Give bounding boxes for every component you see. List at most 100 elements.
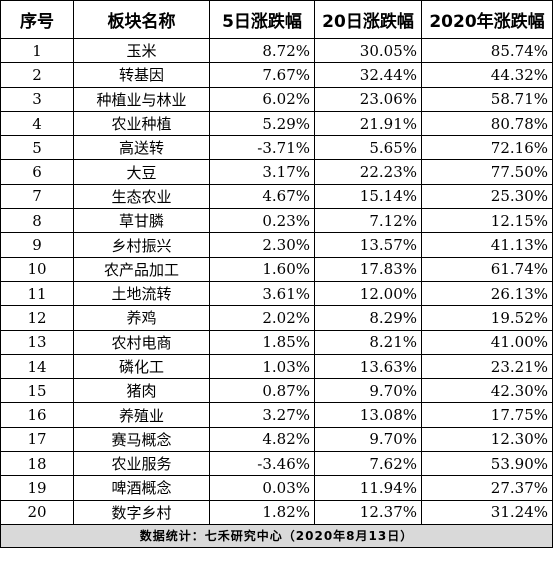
sector-name: 农业服务 <box>73 451 210 477</box>
change-2020: 61.74% <box>421 256 553 282</box>
change-2020: 42.30% <box>421 378 553 404</box>
sector-name: 大豆 <box>73 159 210 185</box>
change-20day: 8.21% <box>314 329 422 355</box>
table-row: 17 赛马概念 4.82% 9.70% 12.30% <box>0 426 553 453</box>
sector-name: 高送转 <box>73 135 210 161</box>
change-20day: 11.94% <box>314 475 422 501</box>
table-row: 15 猪肉 0.87% 9.70% 42.30% <box>0 378 553 404</box>
sector-name: 玉米 <box>73 37 210 64</box>
row-index: 7 <box>0 183 74 210</box>
change-20day: 9.70% <box>314 426 422 453</box>
sector-name: 养殖业 <box>73 402 210 428</box>
table-row: 19 啤酒概念 0.03% 11.94% 27.37% <box>0 475 553 501</box>
change-20day: 32.44% <box>314 62 422 88</box>
change-20day: 7.62% <box>314 451 422 477</box>
row-index: 13 <box>0 329 74 355</box>
sector-name: 转基因 <box>73 62 210 88</box>
table-row: 18 农业服务 -3.46% 7.62% 53.90% <box>0 451 553 477</box>
row-index: 19 <box>0 475 74 501</box>
table-row: 3 种植业与林业 6.02% 23.06% 58.71% <box>0 86 553 112</box>
change-2020: 53.90% <box>421 451 553 477</box>
change-2020: 72.16% <box>421 135 553 161</box>
table-row: 8 草甘膦 0.23% 7.12% 12.15% <box>0 208 553 234</box>
change-2020: 44.32% <box>421 62 553 88</box>
change-5day: 3.17% <box>209 159 315 185</box>
change-20day: 21.91% <box>314 110 422 137</box>
change-5day: 0.87% <box>209 378 315 404</box>
row-index: 1 <box>0 37 74 64</box>
change-5day: -3.71% <box>209 135 315 161</box>
change-20day: 12.37% <box>314 499 422 525</box>
header-index: 序号 <box>0 0 74 39</box>
table-row: 2 转基因 7.67% 32.44% 44.32% <box>0 62 553 88</box>
table-row: 13 农村电商 1.85% 8.21% 41.00% <box>0 329 553 355</box>
change-2020: 80.78% <box>421 110 553 137</box>
header-row: 序号 板块名称 5日涨跌幅 20日涨跌幅 2020年涨跌幅 <box>0 0 553 39</box>
table-header: 序号 板块名称 5日涨跌幅 20日涨跌幅 2020年涨跌幅 <box>0 0 553 39</box>
change-20day: 17.83% <box>314 256 422 282</box>
table-row: 14 磷化工 1.03% 13.63% 23.21% <box>0 353 553 380</box>
row-index: 18 <box>0 451 74 477</box>
table-row: 20 数字乡村 1.82% 12.37% 31.24% <box>0 499 553 525</box>
row-index: 2 <box>0 62 74 88</box>
table-row: 16 养殖业 3.27% 13.08% 17.75% <box>0 402 553 428</box>
change-2020: 27.37% <box>421 475 553 501</box>
change-5day: 1.03% <box>209 353 315 380</box>
table-row: 1 玉米 8.72% 30.05% 85.74% <box>0 37 553 64</box>
change-5day: 1.85% <box>209 329 315 355</box>
table-row: 5 高送转 -3.71% 5.65% 72.16% <box>0 135 553 161</box>
change-5day: 6.02% <box>209 86 315 112</box>
header-5day-change: 5日涨跌幅 <box>209 0 315 39</box>
sector-name: 农产品加工 <box>73 256 210 282</box>
change-5day: 4.67% <box>209 183 315 210</box>
header-2020-change: 2020年涨跌幅 <box>421 0 553 39</box>
sector-name: 猪肉 <box>73 378 210 404</box>
change-5day: 5.29% <box>209 110 315 137</box>
change-2020: 26.13% <box>421 280 553 307</box>
change-20day: 7.12% <box>314 208 422 234</box>
sector-name: 养鸡 <box>73 305 210 331</box>
row-index: 4 <box>0 110 74 137</box>
sector-name: 生态农业 <box>73 183 210 210</box>
change-2020: 77.50% <box>421 159 553 185</box>
sector-name: 啤酒概念 <box>73 475 210 501</box>
change-5day: 8.72% <box>209 37 315 64</box>
change-2020: 41.00% <box>421 329 553 355</box>
sector-name: 土地流转 <box>73 280 210 307</box>
change-5day: 1.60% <box>209 256 315 282</box>
row-index: 20 <box>0 499 74 525</box>
change-20day: 9.70% <box>314 378 422 404</box>
change-5day: 3.61% <box>209 280 315 307</box>
change-20day: 8.29% <box>314 305 422 331</box>
change-2020: 17.75% <box>421 402 553 428</box>
row-index: 3 <box>0 86 74 112</box>
table-row: 6 大豆 3.17% 22.23% 77.50% <box>0 159 553 185</box>
table-row: 11 土地流转 3.61% 12.00% 26.13% <box>0 280 553 307</box>
change-5day: 2.30% <box>209 232 315 258</box>
table-row: 12 养鸡 2.02% 8.29% 19.52% <box>0 305 553 331</box>
data-source-note: 数据统计：七禾研究中心（2020年8月13日） <box>0 523 553 548</box>
change-5day: 3.27% <box>209 402 315 428</box>
change-2020: 12.30% <box>421 426 553 453</box>
change-5day: -3.46% <box>209 451 315 477</box>
sector-name: 草甘膦 <box>73 208 210 234</box>
change-20day: 13.63% <box>314 353 422 380</box>
change-5day: 0.03% <box>209 475 315 501</box>
change-20day: 13.08% <box>314 402 422 428</box>
row-index: 10 <box>0 256 74 282</box>
row-index: 16 <box>0 402 74 428</box>
row-index: 15 <box>0 378 74 404</box>
row-index: 9 <box>0 232 74 258</box>
row-index: 8 <box>0 208 74 234</box>
change-20day: 13.57% <box>314 232 422 258</box>
change-2020: 41.13% <box>421 232 553 258</box>
change-5day: 0.23% <box>209 208 315 234</box>
table-row: 9 乡村振兴 2.30% 13.57% 41.13% <box>0 232 553 258</box>
header-20day-change: 20日涨跌幅 <box>314 0 422 39</box>
sector-name: 乡村振兴 <box>73 232 210 258</box>
header-sector-name: 板块名称 <box>73 0 210 39</box>
change-2020: 19.52% <box>421 305 553 331</box>
row-index: 5 <box>0 135 74 161</box>
row-index: 11 <box>0 280 74 307</box>
